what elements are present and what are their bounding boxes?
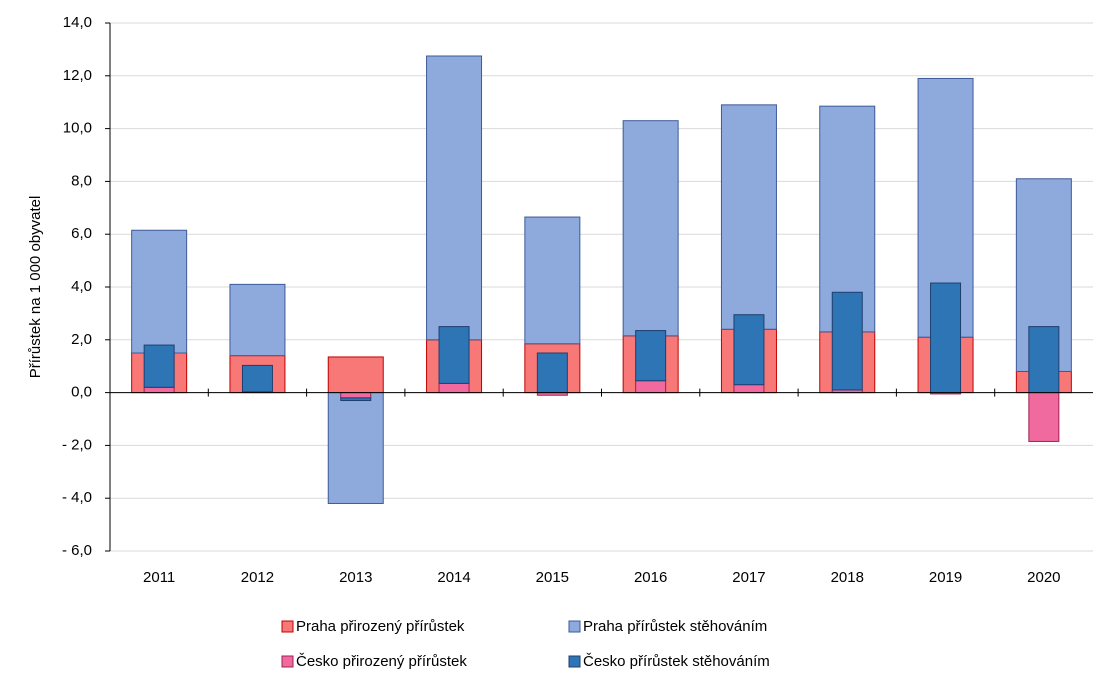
y-tick-label: 2,0 [71, 331, 92, 348]
x-tick-label: 2012 [241, 569, 274, 586]
bar [327, 392, 384, 504]
bar [327, 356, 384, 394]
y-tick-label: - 6,0 [62, 542, 92, 559]
legend-swatch [568, 620, 581, 633]
x-tick-label: 2011 [143, 569, 175, 586]
x-tick-label: 2013 [339, 569, 372, 586]
legend-label: Česko přirozený přírůstek [296, 653, 467, 670]
bar [438, 326, 470, 384]
bar [622, 120, 679, 337]
bar [438, 382, 470, 394]
y-tick-label: 0,0 [71, 384, 92, 401]
bar [524, 216, 581, 345]
x-tick-label: 2018 [831, 569, 864, 586]
y-tick-label: 12,0 [63, 67, 92, 84]
bar [229, 283, 286, 357]
bar [241, 364, 273, 393]
bar [426, 55, 483, 341]
y-axis-label: Přírůstek na 1 000 obyvatel [27, 196, 44, 379]
legend-label: Česko přírůstek stěhováním [583, 653, 770, 670]
x-tick-label: 2014 [437, 569, 470, 586]
y-tick-label: 4,0 [71, 278, 92, 295]
y-tick-label: - 2,0 [62, 436, 92, 453]
bar [733, 384, 765, 394]
y-tick-label: 14,0 [63, 14, 92, 31]
y-tick-label: - 4,0 [62, 489, 92, 506]
bar [1028, 326, 1060, 394]
legend-label: Praha přirozený přírůstek [296, 618, 465, 635]
x-tick-label: 2015 [536, 569, 569, 586]
bar [536, 352, 568, 394]
bar [930, 282, 962, 394]
x-tick-label: 2019 [929, 569, 962, 586]
bar [635, 330, 667, 382]
bar [340, 392, 372, 399]
y-tick-label: 10,0 [63, 120, 92, 137]
x-tick-label: 2016 [634, 569, 667, 586]
y-tick-label: 6,0 [71, 225, 92, 242]
legend-label: Praha přírůstek stěhováním [583, 618, 767, 635]
bar [340, 397, 372, 402]
legend-swatch [568, 655, 581, 668]
bar [1028, 392, 1060, 442]
bar [143, 386, 175, 394]
bar [720, 104, 777, 330]
x-tick-label: 2020 [1027, 569, 1060, 586]
bar [131, 229, 188, 354]
bar [635, 380, 667, 394]
bar [831, 291, 863, 391]
bar [143, 344, 175, 388]
y-tick-label: 8,0 [71, 172, 92, 189]
legend-swatch [281, 655, 294, 668]
bar [733, 314, 765, 386]
legend-swatch [281, 620, 294, 633]
x-tick-label: 2017 [732, 569, 765, 586]
